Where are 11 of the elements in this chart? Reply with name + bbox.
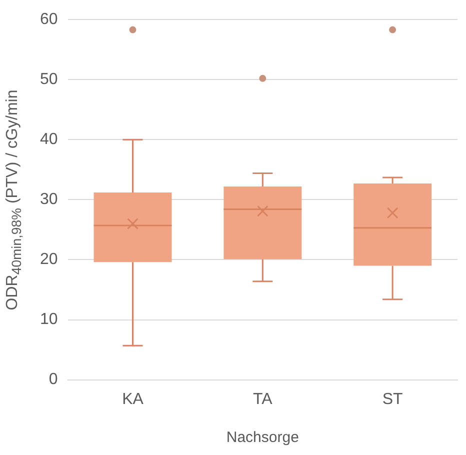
x-axis-title: Nachsorge (226, 429, 299, 446)
y-tick-label: 30 (40, 191, 58, 208)
y-tick-label: 0 (48, 371, 58, 388)
y-tick-label: 40 (40, 131, 58, 148)
y-tick-label: 10 (40, 311, 58, 328)
y-tick-label: 60 (40, 11, 58, 28)
y-tick-label: 50 (40, 71, 58, 88)
x-tick-label: KA (122, 390, 144, 408)
x-tick-label: TA (253, 390, 273, 408)
x-tick-label: ST (382, 390, 403, 408)
y-tick-label: 20 (40, 251, 58, 268)
